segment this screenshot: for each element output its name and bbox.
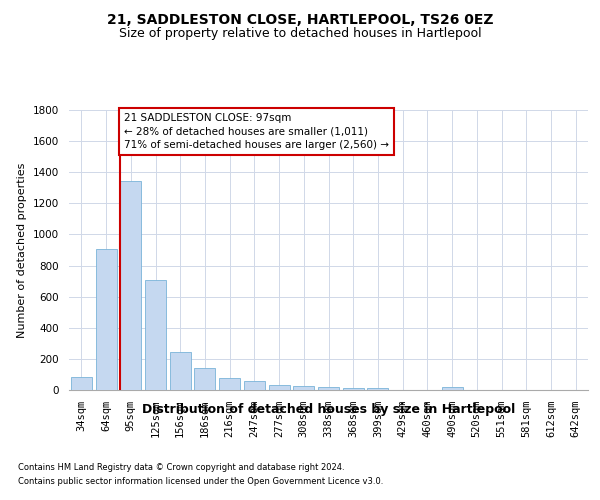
Text: 21 SADDLESTON CLOSE: 97sqm
← 28% of detached houses are smaller (1,011)
71% of s: 21 SADDLESTON CLOSE: 97sqm ← 28% of deta… (124, 113, 389, 150)
Bar (95, 249, 116, 390)
Bar (219, 378, 240, 390)
Bar (71, 377, 92, 390)
Bar (120, 181, 141, 390)
Bar (442, 387, 463, 390)
Bar (145, 280, 166, 390)
Text: Contains public sector information licensed under the Open Government Licence v3: Contains public sector information licen… (18, 478, 383, 486)
Bar (194, 368, 215, 390)
Y-axis label: Number of detached properties: Number of detached properties (17, 162, 28, 338)
Bar (343, 388, 364, 390)
Bar (318, 387, 339, 390)
Bar (269, 386, 290, 390)
Bar (293, 386, 314, 390)
Text: Size of property relative to detached houses in Hartlepool: Size of property relative to detached ho… (119, 28, 481, 40)
Bar (244, 382, 265, 390)
Text: Contains HM Land Registry data © Crown copyright and database right 2024.: Contains HM Land Registry data © Crown c… (18, 462, 344, 471)
Text: 21, SADDLESTON CLOSE, HARTLEPOOL, TS26 0EZ: 21, SADDLESTON CLOSE, HARTLEPOOL, TS26 0… (107, 12, 493, 26)
Bar (170, 352, 191, 390)
Bar (367, 388, 388, 390)
Text: Distribution of detached houses by size in Hartlepool: Distribution of detached houses by size … (142, 402, 515, 415)
